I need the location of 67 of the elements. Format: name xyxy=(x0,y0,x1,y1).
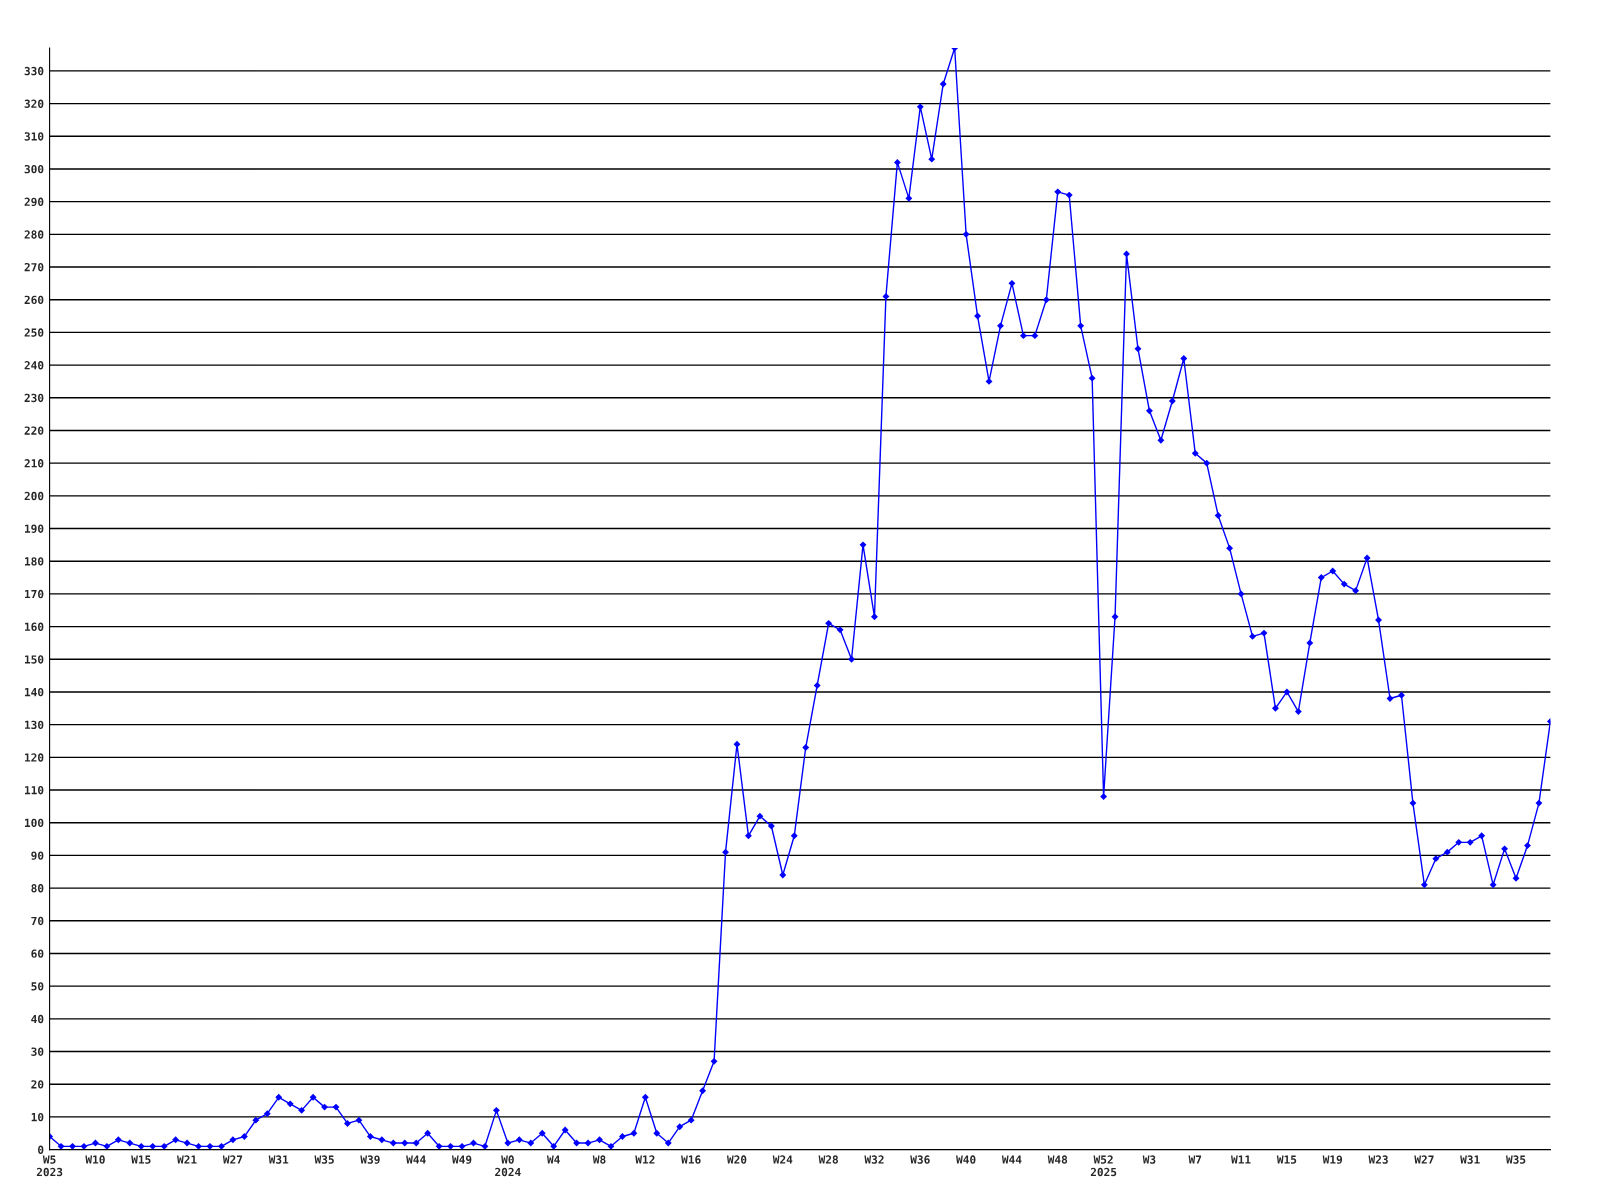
y-tick-label: 30 xyxy=(31,1047,44,1056)
x-tick-label: W7 xyxy=(1188,1155,1202,1164)
x-tick-label: W48 xyxy=(1047,1155,1068,1164)
y-tick-label: 260 xyxy=(24,295,44,305)
y-tick-label: 160 xyxy=(25,622,44,631)
y-tick-label: 150 xyxy=(25,655,44,664)
x-tick-label: W0 2024 xyxy=(495,1155,521,1177)
x-tick-label: W3 xyxy=(1142,1155,1156,1164)
y-tick-label: 200 xyxy=(24,491,44,501)
x-tick-label: W35 xyxy=(1506,1155,1526,1164)
x-tick-label: W27 xyxy=(222,1155,243,1164)
y-tick-label: 130 xyxy=(25,720,44,730)
x-tick-label: W49 xyxy=(452,1155,472,1164)
x-tick-label: W4 xyxy=(547,1155,560,1164)
y-tick-label: 60 xyxy=(31,949,44,958)
y-tick-label: 170 xyxy=(25,589,44,599)
x-tick-label: W8 xyxy=(592,1155,606,1164)
y-tick-label: 270 xyxy=(24,262,44,272)
x-tick-label: W15 xyxy=(131,1155,151,1164)
y-tick-label: 90 xyxy=(31,851,44,860)
x-tick-label: W44 xyxy=(406,1155,426,1164)
x-tick-label: W52 2025 xyxy=(1090,1155,1117,1177)
x-tick-label: W24 xyxy=(772,1155,793,1164)
y-tick-label: 100 xyxy=(25,818,44,828)
x-tick-label: W10 xyxy=(85,1155,105,1164)
y-tick-label: 120 xyxy=(25,753,44,762)
y-tick-label: 320 xyxy=(24,99,44,108)
y-tick-label: 0 xyxy=(38,1145,44,1154)
x-tick-label: W11 xyxy=(1231,1155,1251,1164)
y-tick-label: 220 xyxy=(24,426,44,435)
y-tick-label: 10 xyxy=(31,1112,44,1122)
y-tick-label: 300 xyxy=(24,164,44,174)
x-tick-label: W23 xyxy=(1368,1155,1388,1164)
y-tick-label: 240 xyxy=(24,361,44,370)
x-tick-label: W44 xyxy=(1001,1155,1022,1164)
x-tick-label: W12 xyxy=(635,1155,655,1164)
y-tick-label: 330 xyxy=(24,66,44,76)
x-tick-label: W40 xyxy=(956,1155,976,1164)
y-tick-label: 280 xyxy=(24,230,44,239)
x-tick-label: W20 xyxy=(726,1155,747,1164)
x-tick-label: W16 xyxy=(681,1155,701,1164)
y-tick-label: 140 xyxy=(25,687,44,697)
y-tick-label: 50 xyxy=(31,982,44,991)
y-tick-label: 290 xyxy=(24,197,44,207)
y-tick-label: 230 xyxy=(24,393,44,403)
y-tick-label: 210 xyxy=(24,459,44,468)
y-tick-label: 40 xyxy=(31,1014,44,1024)
x-tick-label: W21 xyxy=(177,1155,197,1164)
y-tick-label: 70 xyxy=(31,916,44,926)
y-tick-label: 190 xyxy=(25,524,44,533)
x-tick-label: W19 xyxy=(1322,1155,1343,1164)
x-tick-label: W36 xyxy=(910,1155,930,1164)
x-tick-label: W28 xyxy=(818,1155,838,1164)
x-tick-label: W32 xyxy=(864,1155,884,1164)
x-tick-label: W5 2023 xyxy=(36,1155,63,1177)
y-tick-label: 310 xyxy=(24,132,44,141)
x-tick-label: W15 xyxy=(1276,1155,1297,1164)
y-tick-label: 110 xyxy=(25,786,44,795)
x-tick-label: W39 xyxy=(360,1155,380,1164)
y-tick-label: 20 xyxy=(31,1080,44,1089)
x-tick-label: W31 xyxy=(268,1155,289,1164)
x-tick-label: W27 xyxy=(1414,1155,1434,1164)
x-tick-label: W31 xyxy=(1460,1155,1480,1164)
y-tick-label: 250 xyxy=(24,328,44,337)
y-tick-label: 180 xyxy=(25,557,44,566)
x-tick-label: W35 xyxy=(314,1155,334,1164)
y-tick-label: 80 xyxy=(31,884,44,893)
